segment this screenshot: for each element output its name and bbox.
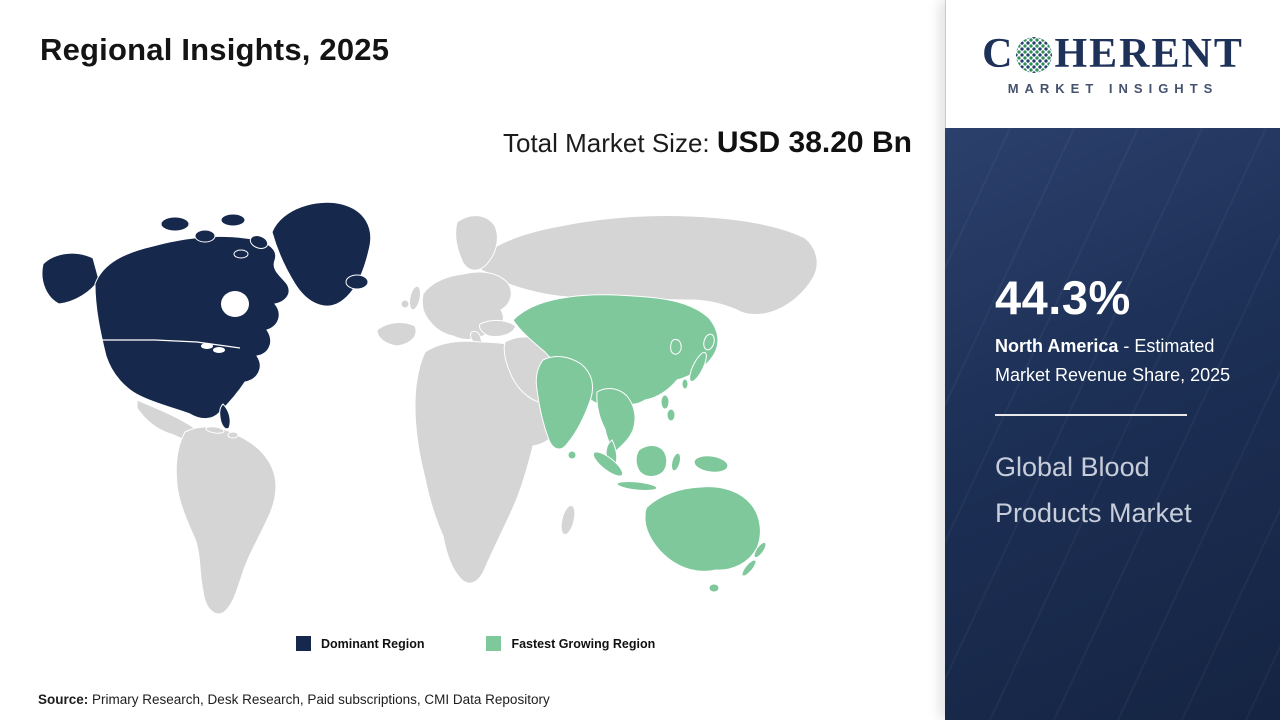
source-label: Source: (38, 692, 89, 707)
share-region-name: North America (995, 336, 1119, 356)
dominant-region-swatch-icon (296, 636, 311, 651)
brand-logo-wordmark: C HERENT (982, 33, 1244, 75)
share-percentage: 44.3% (995, 271, 1131, 324)
source-text: Primary Research, Desk Research, Paid su… (92, 692, 550, 707)
total-market-size: Total Market Size: USD 38.20 Bn (503, 122, 915, 165)
page-title: Regional Insights, 2025 (40, 32, 390, 67)
market-title: Global Blood Products Market (995, 452, 1192, 528)
stats-panel: 44.3% North America - Estimated Market R… (945, 128, 1280, 720)
share-description: North America - Estimated Market Revenue… (995, 332, 1263, 390)
globe-icon (1016, 36, 1053, 73)
legend-item-dominant: Dominant Region (296, 636, 424, 651)
brand-logo: C HERENT MARKET INSIGHTS (945, 0, 1280, 128)
map-legend: Dominant Region Fastest Growing Region (296, 636, 655, 651)
sidebar: C HERENT MARKET INSIGHTS 44.3% North Ame… (945, 0, 1280, 720)
divider (995, 414, 1187, 416)
region-asia-pacific (512, 294, 767, 593)
total-market-size-label: Total Market Size: (503, 128, 717, 158)
share-description-text: - Estimated Market Revenue Share, 2025 (995, 336, 1231, 385)
total-market-size-value: USD 38.20 Bn (716, 126, 912, 159)
legend-item-fastest: Fastest Growing Region (486, 636, 655, 651)
brand-logo-subtitle: MARKET INSIGHTS (1007, 80, 1219, 96)
world-map (41, 201, 818, 615)
region-rest-of-world (136, 214, 818, 615)
legend-label-dominant: Dominant Region (321, 636, 425, 651)
stats-panel-content: 44.3% North America - Estimated Market R… (945, 128, 1280, 536)
fastest-region-swatch-icon (486, 636, 502, 651)
brand-logo-letter-c: C (982, 30, 1015, 77)
source-note: Source: Primary Research, Desk Research,… (38, 692, 550, 707)
legend-label-fastest: Fastest Growing Region (511, 636, 656, 651)
region-north-america (41, 201, 372, 430)
brand-logo-letters-rest: HERENT (1054, 30, 1244, 77)
